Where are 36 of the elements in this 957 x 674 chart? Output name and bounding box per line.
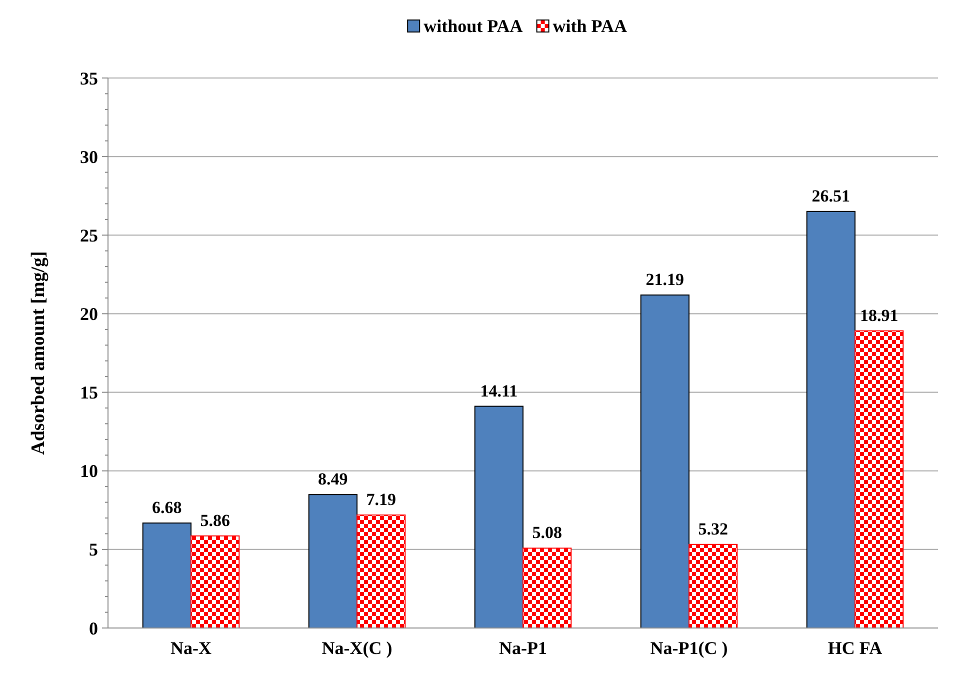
y-tick-label: 35	[80, 68, 98, 88]
bar	[142, 522, 192, 628]
y-tick-label: 10	[80, 461, 98, 482]
data-label: 6.68	[152, 498, 182, 518]
legend-label: without PAA	[424, 16, 523, 36]
x-tick-label: Na-P1	[499, 638, 547, 658]
bar	[474, 406, 524, 628]
data-label: 8.49	[318, 470, 348, 489]
y-tick-label: 20	[80, 304, 98, 324]
x-tick-label: Na-X	[170, 638, 212, 658]
bar	[854, 330, 904, 628]
y-tick-label: 0	[89, 618, 98, 638]
legend-label: with PAA	[552, 16, 627, 36]
bar	[806, 210, 856, 628]
data-label: 5.86	[200, 510, 230, 530]
data-label: 5.32	[698, 519, 728, 538]
bar	[640, 294, 690, 628]
y-tick-label: 15	[80, 382, 98, 403]
x-tick-label: HC FA	[828, 638, 882, 658]
y-tick-label: 25	[80, 225, 98, 246]
bar	[308, 494, 358, 628]
bar	[190, 535, 240, 628]
data-label: 7.19	[366, 490, 396, 510]
y-tick-label: 30	[80, 146, 98, 167]
bar	[356, 514, 406, 628]
data-label: 18.91	[860, 306, 898, 325]
data-label: 14.11	[480, 381, 518, 400]
data-label: 5.08	[532, 523, 562, 542]
data-label: 26.51	[812, 186, 850, 206]
y-tick-label: 5	[89, 540, 98, 560]
y-axis-title: Adsorbed amount [mg/g]	[28, 251, 49, 455]
x-tick-label: Na-P1(C )	[650, 638, 728, 658]
x-tick-label: Na-X(C )	[322, 638, 392, 658]
bar	[522, 548, 572, 628]
data-label: 21.19	[646, 270, 684, 290]
bar	[688, 544, 738, 628]
